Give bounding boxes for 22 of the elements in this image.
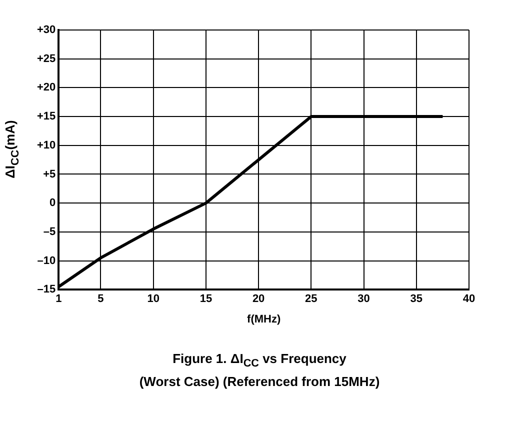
x-tick-label: 5 bbox=[98, 293, 104, 306]
x-tick-label: 30 bbox=[358, 293, 370, 306]
y-tick-label: +10 bbox=[36, 139, 56, 152]
x-tick-label: 35 bbox=[410, 293, 423, 306]
y-tick-label: +15 bbox=[36, 110, 56, 123]
y-tick-label: –15 bbox=[37, 284, 56, 296]
y-tick-label: +30 bbox=[36, 24, 56, 36]
y-tick-label: +20 bbox=[36, 82, 56, 94]
y-tick-label: 0 bbox=[50, 197, 56, 210]
x-tick-label: 10 bbox=[147, 293, 160, 306]
text: (Worst Case) (Referenced from 15MHz) bbox=[138, 372, 381, 390]
y-tick-label: –5 bbox=[43, 226, 56, 238]
x-axis-title: f(MHz) bbox=[247, 313, 281, 326]
y-tick-label: +25 bbox=[36, 52, 56, 65]
y-tick-label: +5 bbox=[43, 168, 56, 180]
y-tick-label: –10 bbox=[37, 254, 56, 267]
x-tick-label: 40 bbox=[462, 293, 476, 306]
x-tick-label: 20 bbox=[252, 293, 265, 306]
x-tick-label: 1 bbox=[56, 293, 62, 306]
x-tick-label: 15 bbox=[200, 293, 212, 306]
x-tick-label: 25 bbox=[305, 293, 318, 306]
text: Figure 1. ΔI$_{CC}$ vs Frequency bbox=[172, 350, 348, 372]
